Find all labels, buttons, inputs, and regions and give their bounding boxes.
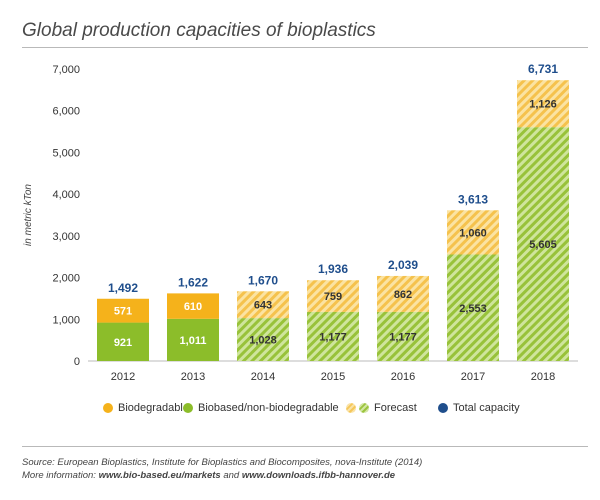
biobased-value-label: 1,011 [180,335,207,347]
biodegradable-value-label: 610 [184,301,202,313]
biodegradable-value-label: 571 [114,306,132,318]
bar-chart: in metric kTon 0 1,000 2,000 3,000 4,000 5,000… [23,62,578,383]
source-note: Source: European Bioplastics, Institute … [22,456,422,482]
bar-biodegradable [517,80,569,128]
y-tick-label: 5,000 [52,147,80,159]
bar-biobased [447,254,499,361]
legend-item-total: Total capacity [438,402,520,414]
total-capacity-label: 1,492 [108,281,138,295]
total-capacity-label: 1,622 [178,275,208,289]
and-text: and [223,470,240,481]
ifbb-link[interactable]: www.downloads.ifbb-hannover.de [241,470,396,481]
y-tick-label: 2,000 [52,273,80,285]
bar-biodegradable [447,210,499,255]
y-tick-label: 3,000 [52,231,80,243]
x-tick-label: 2013 [181,371,205,383]
biobased-value-label: 921 [114,337,132,349]
biobased-value-label: 1,177 [389,331,417,343]
y-tick-label: 6,000 [52,106,80,118]
legend-item-biodegradable: Biodegradable [103,402,189,414]
bar-biodegradable [167,293,219,319]
biodegradable-value-label: 643 [254,300,272,312]
more-info-line: More information: www.bio-based.eu/marke… [22,469,422,482]
source-line: Source: European Bioplastics, Institute … [22,457,423,468]
biodegradable-value-label: 862 [394,289,412,301]
x-tick-label: 2018 [531,371,555,383]
biobased-value-label: 1,177 [319,331,347,343]
bar-biodegradable [97,298,149,323]
bar-biodegradable [307,280,359,312]
bar-biobased [307,311,359,361]
legend-item-biobased: Biobased/non-biodegradable [183,402,339,414]
legend-label-biobased: Biobased/non-biodegradable [198,402,339,414]
bar-biodegradable [237,291,289,319]
y-axis-title: in metric kTon [23,184,34,246]
biobased-value-label: 5,605 [529,239,557,251]
y-tick-label: 4,000 [52,189,80,201]
total-capacity-label: 1,670 [248,273,278,287]
biodegradable-swatch-icon [103,403,113,413]
bar-biobased [517,127,569,361]
bar-biobased [97,322,149,361]
title-divider [22,47,588,48]
bar-biobased [167,318,219,361]
bar-biobased [237,318,289,361]
forecast-green-swatch-icon [359,403,369,413]
biodegradable-value-label: 1,126 [529,99,557,111]
y-tick-label: 1,000 [52,314,80,326]
biobased-value-label: 2,553 [459,303,487,315]
forecast-orange-swatch-icon [346,403,356,413]
chart-title: Global production capacities of bioplast… [22,20,376,41]
footer-divider [22,446,588,447]
legend-label-biodegradable: Biodegradable [118,402,189,414]
x-tick-label: 2014 [251,371,275,383]
x-tick-label: 2017 [461,371,485,383]
total-swatch-icon [438,403,448,413]
biodegradable-value-label: 759 [324,291,342,303]
more-info-prefix: More information: [22,470,96,481]
biobased-swatch-icon [183,403,193,413]
y-tick-label: 7,000 [52,64,80,76]
y-tick-label: 0 [74,356,80,368]
total-capacity-label: 1,936 [318,262,348,276]
x-tick-label: 2012 [111,371,135,383]
bar-biobased [377,311,429,361]
x-tick-label: 2016 [391,371,415,383]
x-tick-label: 2015 [321,371,345,383]
legend-item-forecast: Forecast [346,402,417,414]
bio-based-link[interactable]: www.bio-based.eu/markets [98,470,221,481]
bar-biodegradable [377,275,429,312]
biobased-value-label: 1,028 [249,335,277,347]
legend-label-forecast: Forecast [374,402,417,414]
total-capacity-label: 2,039 [388,258,418,272]
biodegradable-value-label: 1,060 [459,227,487,239]
total-capacity-label: 3,613 [458,192,488,206]
legend-label-total: Total capacity [453,402,520,414]
total-capacity-label: 6,731 [528,62,558,76]
